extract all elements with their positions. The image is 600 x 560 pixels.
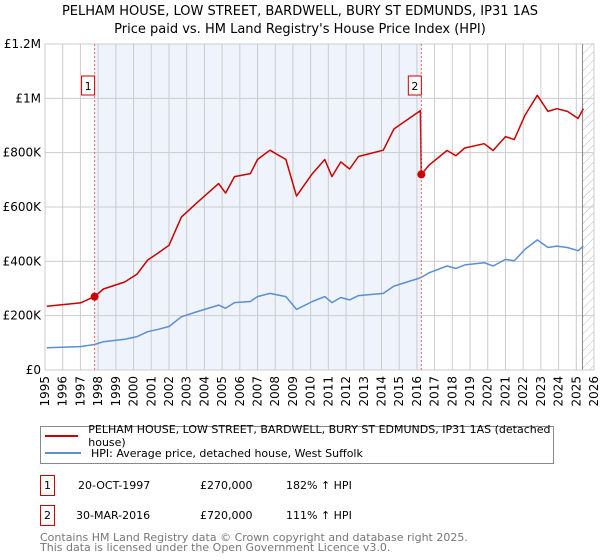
x-tick-label: 2022	[516, 376, 530, 407]
x-tick-label: 2003	[180, 376, 194, 407]
x-tick-label: 2019	[463, 376, 477, 407]
x-tick-label: 2023	[534, 376, 548, 407]
x-tick-label: 2012	[339, 376, 353, 407]
y-tick-label: £400K	[3, 254, 43, 268]
transaction-hpi: 182% ↑ HPI	[286, 479, 352, 492]
x-tick-label: 2005	[215, 376, 229, 407]
x-tick-label: 2002	[162, 376, 176, 407]
transaction-date: 30-MAR-2016	[76, 509, 151, 522]
x-tick-label: 2010	[304, 376, 318, 407]
legend-swatch-blue	[45, 452, 81, 454]
x-tick-label: 2008	[268, 376, 282, 407]
x-tick-label: 2006	[233, 376, 247, 407]
hpi-line	[46, 239, 584, 349]
footer-licence: This data is licensed under the Open Gov…	[40, 541, 391, 554]
x-tick-label: 2007	[251, 376, 265, 407]
x-tick-label: 2025	[569, 376, 583, 407]
x-tick-label: 2018	[445, 376, 459, 407]
y-tick-label: £200K	[3, 309, 43, 323]
footer-copyright: Contains HM Land Registry data © Crown c…	[40, 531, 468, 544]
transaction-marker: 2	[40, 505, 55, 526]
x-tick-label: 2009	[286, 376, 300, 407]
x-tick-label: 2001	[144, 376, 158, 407]
legend-item-hpi: HPI: Average price, detached house, West…	[45, 445, 363, 461]
y-tick-label: £1.2M	[4, 37, 41, 51]
x-tick-label: 1998	[91, 376, 105, 407]
x-tick-label: 2011	[321, 376, 335, 407]
legend-label: PELHAM HOUSE, LOW STREET, BARDWELL, BURY…	[88, 423, 551, 449]
x-tick-label: 2015	[392, 376, 406, 407]
x-tick-label: 2020	[481, 376, 495, 407]
legend: PELHAM HOUSE, LOW STREET, BARDWELL, BURY…	[40, 423, 554, 464]
transaction-marker: 1	[40, 475, 55, 496]
x-tick-label: 2021	[498, 376, 512, 407]
legend-swatch-red	[45, 435, 79, 437]
x-tick-label: 1997	[73, 376, 87, 407]
x-tick-label: 1996	[56, 376, 70, 407]
y-tick-label: £0	[26, 363, 41, 377]
x-tick-label: 2000	[127, 376, 141, 407]
sale-marker-label: 1	[85, 80, 92, 93]
x-tick-label: 2013	[357, 376, 371, 407]
y-tick-label: £600K	[3, 200, 43, 214]
legend-label: HPI: Average price, detached house, West…	[91, 446, 363, 460]
legend-item-property: PELHAM HOUSE, LOW STREET, BARDWELL, BURY…	[45, 423, 553, 449]
sale-marker-box	[81, 75, 96, 96]
y-tick-label: £800K	[3, 146, 43, 160]
transaction-date: 20-OCT-1997	[78, 479, 151, 492]
sale-marker-box	[407, 75, 422, 96]
x-tick-label: 2024	[552, 376, 566, 407]
plot-border	[44, 43, 595, 371]
x-tick-label: 1999	[109, 376, 123, 407]
x-tick-label: 2004	[197, 376, 211, 407]
x-tick-label: 2014	[374, 376, 388, 407]
x-tick-label: 2026	[587, 376, 600, 407]
sale-point	[417, 170, 426, 179]
sale-point	[90, 292, 99, 301]
y-tick-label: £1M	[15, 91, 41, 105]
transaction-price: £270,000	[200, 479, 253, 492]
transaction-price: £720,000	[200, 509, 253, 522]
transaction-hpi: 111% ↑ HPI	[286, 509, 352, 522]
chart-subtitle: Price paid vs. HM Land Registry's House …	[114, 22, 486, 37]
x-tick-label: 1995	[38, 376, 52, 407]
x-tick-label: 2017	[428, 376, 442, 407]
sale-marker-label: 2	[411, 80, 418, 93]
x-tick-label: 2016	[410, 376, 424, 407]
chart-title: PELHAM HOUSE, LOW STREET, BARDWELL, BURY…	[61, 4, 539, 19]
property-price-line	[46, 94, 585, 307]
